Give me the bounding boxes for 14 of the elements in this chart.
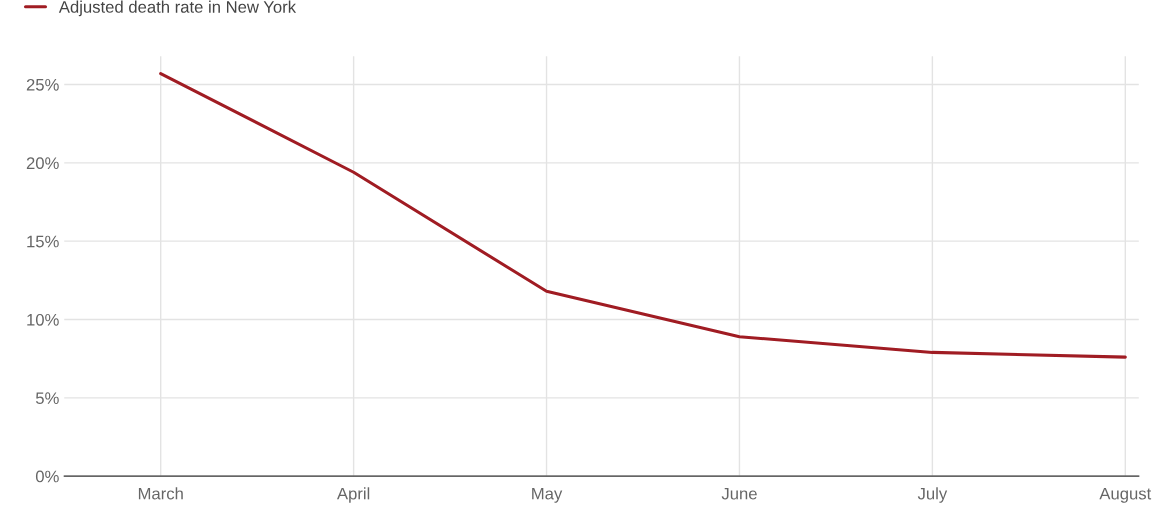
x-tick-label: March	[138, 487, 183, 500]
y-tick-label: 5%	[35, 392, 59, 405]
x-tick-label: April	[336, 487, 370, 503]
legend-label: Adjusted death rate in New York	[58, 0, 297, 17]
line-series	[159, 72, 1127, 359]
y-tick-label: 25%	[26, 78, 59, 91]
y-tick-label: 10%	[27, 313, 59, 326]
y-tick-label: 15%	[27, 235, 59, 248]
y-tick-label: 0%	[35, 470, 59, 483]
x-tick-label: July	[917, 487, 948, 503]
y-tick-label: 20%	[26, 157, 59, 170]
x-tick-label: August	[1099, 487, 1152, 503]
x-tick-label: June	[721, 487, 757, 500]
x-tick-label: May	[532, 487, 563, 503]
